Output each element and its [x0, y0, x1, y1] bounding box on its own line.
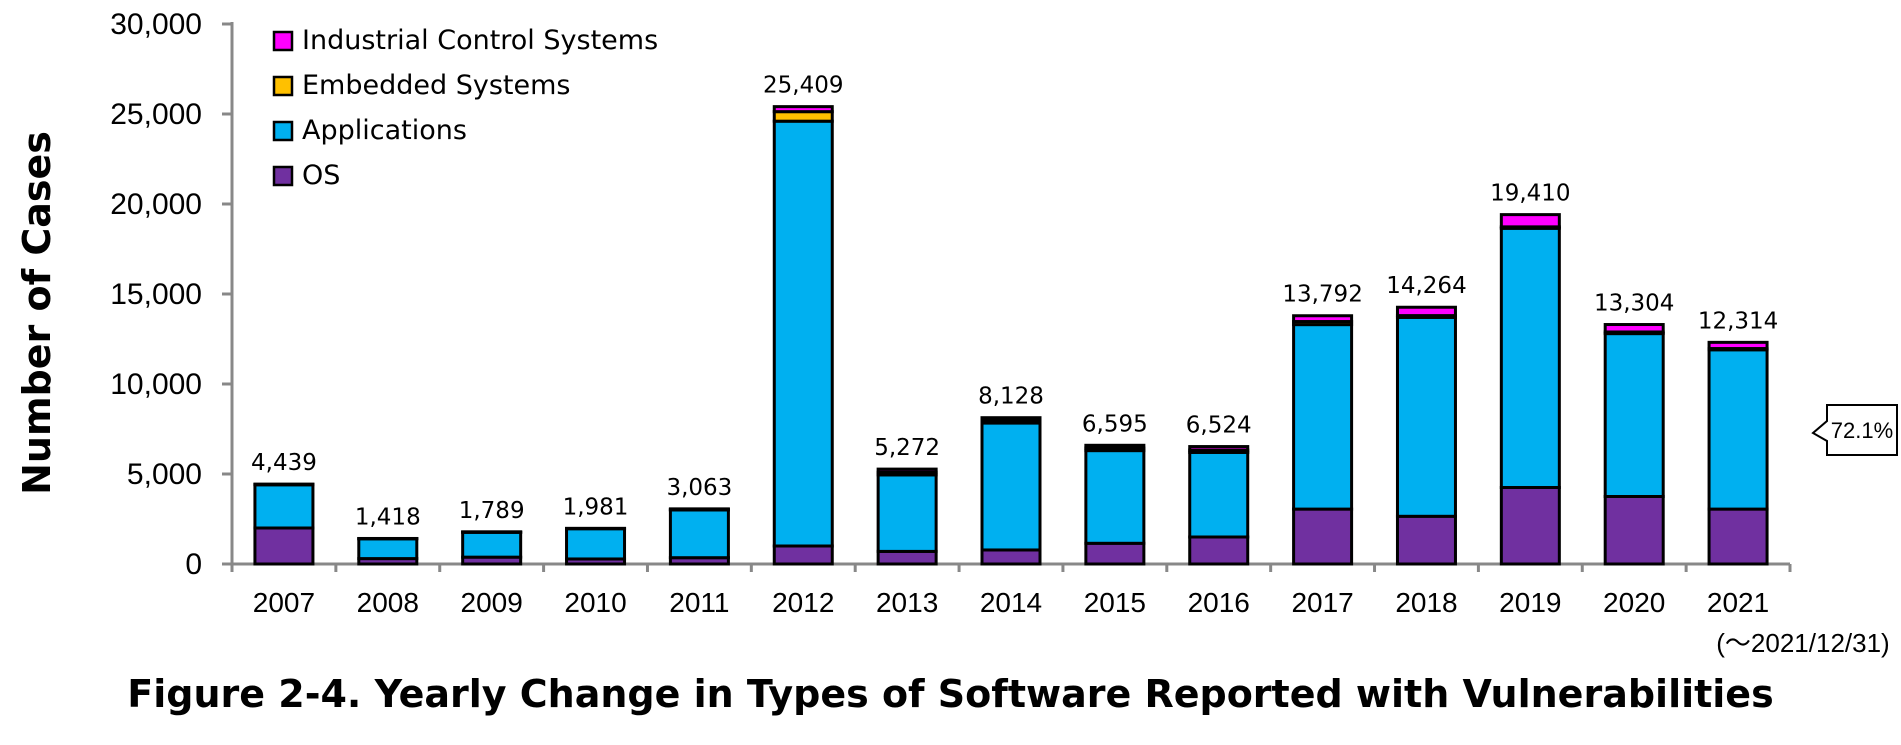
x-tick-label: 2009 — [461, 587, 523, 618]
bar-segment-applications — [1603, 332, 1665, 498]
bar-segment-applications — [876, 473, 938, 553]
bar-segment-industrial-control-systems — [668, 507, 730, 512]
bar-segment-industrial-control-systems — [1603, 323, 1665, 334]
x-tick-label: 2015 — [1084, 587, 1146, 618]
bar-segment-industrial-control-systems — [1395, 305, 1457, 318]
bar-segment-applications — [1499, 226, 1561, 490]
bar-segment-applications — [1084, 449, 1146, 545]
legend-swatch — [272, 75, 294, 97]
bar-segment-industrial-control-systems — [980, 416, 1042, 422]
data-label: 4,439 — [251, 450, 317, 476]
x-tick-label: 2019 — [1499, 587, 1561, 618]
legend-label: Applications — [302, 115, 467, 146]
data-label: 6,524 — [1186, 413, 1252, 439]
bar-segment-industrial-control-systems — [876, 467, 938, 474]
x-tick-label: 2021 — [1707, 587, 1769, 618]
x-tick-label: 2013 — [876, 587, 938, 618]
bar-segment-os — [772, 544, 834, 566]
x-tick-label: 2016 — [1188, 587, 1250, 618]
y-tick-label: 0 — [185, 548, 202, 581]
y-tick-label: 10,000 — [110, 368, 202, 401]
data-label: 8,128 — [978, 384, 1044, 410]
bar-segment-applications — [1188, 450, 1250, 539]
x-tick-label: 2012 — [772, 587, 834, 618]
x-tick-label: 2007 — [253, 587, 315, 618]
bar-segment-applications — [461, 530, 523, 559]
legend-label: Embedded Systems — [302, 70, 570, 101]
data-label: 1,789 — [459, 498, 525, 524]
y-tick-label: 25,000 — [110, 98, 202, 131]
legend-label: Industrial Control Systems — [302, 25, 658, 56]
bar-segment-os — [876, 549, 938, 566]
bar-segment-industrial-control-systems — [772, 105, 834, 114]
x-tick-label: 2011 — [669, 587, 729, 618]
bar-segment-os — [1603, 495, 1665, 566]
legend-swatch — [272, 120, 294, 142]
bar-segment-os — [1292, 507, 1354, 566]
data-label: 19,410 — [1490, 181, 1570, 207]
bar-segment-industrial-control-systems — [1188, 445, 1250, 452]
x-tick-label: 2008 — [357, 587, 419, 618]
legend-label: OS — [302, 160, 340, 191]
bar-segment-os — [1084, 541, 1146, 566]
data-label: 25,409 — [763, 73, 843, 99]
figure-title: Figure 2-4. Yearly Change in Types of So… — [127, 672, 1774, 716]
bar-segment-os — [253, 526, 315, 566]
x-axis-note: (～2021/12/31) — [1716, 628, 1889, 658]
bar-segment-applications — [1292, 323, 1354, 511]
data-label: 5,272 — [874, 435, 940, 461]
bar-segment-os — [980, 548, 1042, 566]
annotation-callout: 72.1% — [1811, 404, 1898, 456]
bar-segment-applications — [668, 508, 730, 560]
bar-segment-applications — [772, 119, 834, 548]
y-axis-label: Number of Cases — [15, 131, 59, 495]
x-tick-label: 2014 — [980, 587, 1042, 618]
data-label: 13,304 — [1594, 291, 1674, 317]
bar-segment-applications — [357, 537, 419, 561]
legend-swatch — [272, 30, 294, 52]
bar-segment-os — [1188, 535, 1250, 566]
bar-segment-applications — [1707, 348, 1769, 511]
x-tick-label: 2010 — [564, 587, 626, 618]
bar-segment-industrial-control-systems — [1084, 443, 1146, 450]
legend-swatch — [272, 165, 294, 187]
chart-labels: 4,439 2007 1,418 2008 1,789 2009 1,981 2010 3,06… — [251, 73, 1778, 618]
x-tick-label: 2018 — [1395, 587, 1457, 618]
bar-segment-applications — [980, 421, 1042, 552]
x-tick-label: 2020 — [1603, 587, 1665, 618]
bar-segment-applications — [1395, 315, 1457, 518]
y-tick-label: 30,000 — [110, 8, 202, 41]
chart-legend: Industrial Control Systems Embedded Syste… — [272, 25, 658, 191]
data-label: 12,314 — [1698, 308, 1778, 334]
bar-segment-os — [1707, 507, 1769, 566]
data-label: 6,595 — [1082, 411, 1148, 437]
callout-box — [1811, 404, 1898, 456]
bar-segment-industrial-control-systems — [1499, 213, 1561, 229]
data-label: 1,981 — [563, 494, 629, 520]
chart-bars — [253, 105, 1769, 566]
y-tick-label: 20,000 — [110, 188, 202, 221]
y-tick-label: 5,000 — [127, 458, 202, 491]
callout-label: 72.1% — [1831, 418, 1893, 443]
bar-segment-applications — [565, 527, 627, 561]
bar-segment-os — [1499, 486, 1561, 566]
data-label: 3,063 — [666, 475, 732, 501]
bar-segment-industrial-control-systems — [1707, 340, 1769, 351]
data-label: 1,418 — [355, 504, 421, 530]
y-tick-label: 15,000 — [110, 278, 202, 311]
data-label: 14,264 — [1386, 273, 1466, 299]
bar-segment-applications — [253, 483, 315, 530]
bar-segment-industrial-control-systems — [1292, 314, 1354, 324]
x-tick-label: 2017 — [1291, 587, 1353, 618]
bar-segment-os — [1395, 514, 1457, 566]
data-label: 13,792 — [1282, 282, 1362, 308]
